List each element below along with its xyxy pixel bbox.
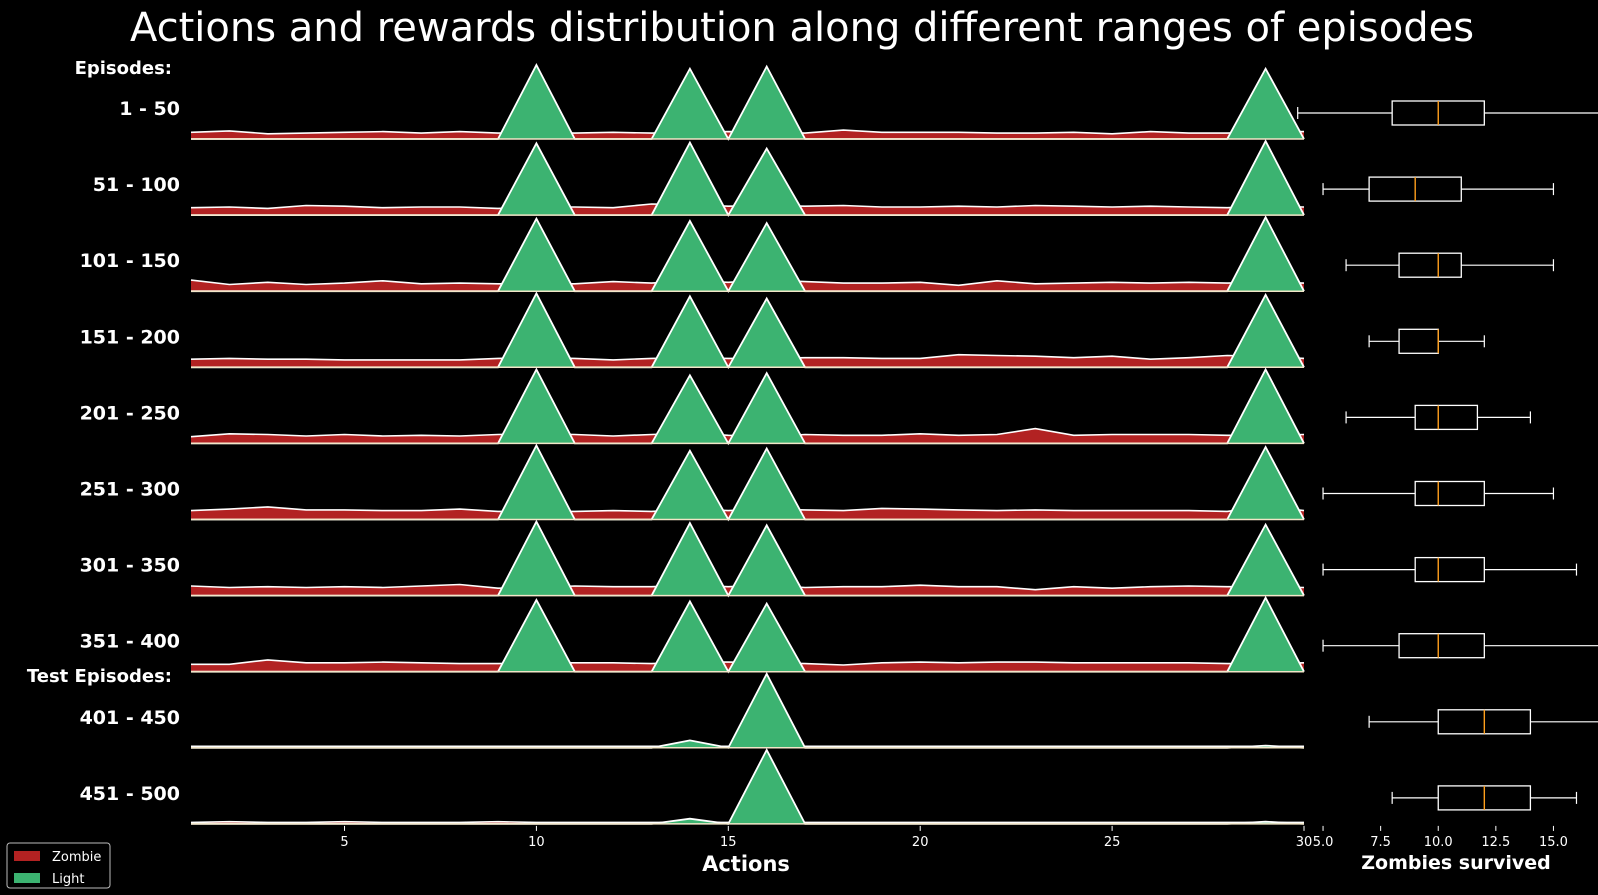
box-x-tick-label: 15.0 [1539,835,1568,850]
row-label: 201 - 250 [80,402,180,424]
boxplot [1322,480,1555,507]
boxplot [1368,709,1598,735]
x-tick-label: 15 [720,835,737,850]
zombies-survived-axis: 5.0 7.5 10.0 12.5 15.0 [1313,825,1568,850]
ridge-row [190,747,1305,825]
legend-swatch [14,873,40,883]
boxplot [1368,328,1485,354]
legend: Zombie Light [6,842,111,889]
boxplot [1297,100,1598,126]
x-tick-label: 25 [1104,835,1121,850]
row-label: 151 - 200 [80,326,180,348]
row-label: 251 - 300 [80,479,180,501]
light-area [191,65,1304,139]
light-area [191,141,1304,216]
legend-swatch [14,851,40,861]
iqr-box [1398,633,1485,659]
ridge-row [191,671,1305,749]
x-axis-label: Actions [702,852,790,876]
light-area [191,597,1304,672]
light-area [191,369,1304,444]
box-x-tick-label: 7.5 [1370,835,1391,850]
ridges [190,63,1305,825]
light-area [191,445,1304,520]
box-x-tick-label: 10.0 [1424,835,1453,850]
ridge-row [190,443,1305,522]
iqr-box [1414,556,1485,583]
ridge-row [190,215,1305,294]
x-tick-label: 5 [340,835,348,850]
x-tick-label: 30 [1296,835,1313,850]
row-label: 451 - 500 [80,783,180,805]
boxplot [1322,556,1578,583]
row-label: 101 - 150 [80,250,180,272]
ridge-row [190,139,1305,217]
row-label: 401 - 450 [80,707,180,729]
light-area [191,293,1304,368]
box-x-tick-label: 12.5 [1481,835,1510,850]
box-x-tick-label: 5.0 [1313,835,1334,850]
boxplot [1322,176,1555,202]
test-episodes-group-label: Test Episodes: [27,666,172,687]
light-area [191,217,1304,292]
group-labels: 1 - 50 51 - 100 101 - 150 151 - 200 201 - 25… [27,58,180,805]
ridge-row [190,519,1305,598]
row-label: 1 - 50 [119,98,180,120]
ridge-row [190,291,1305,370]
boxplot [1322,633,1598,659]
row-label: 51 - 100 [93,174,180,196]
light-area [191,521,1304,596]
x-tick-label: 10 [528,835,545,850]
x-tick-label: 20 [912,835,929,850]
ridge-row [190,63,1305,141]
iqr-box [1414,404,1479,431]
box-axis-label: Zombies survived [1361,852,1551,874]
boxplots [1297,100,1598,811]
boxplot [1345,252,1555,278]
actions-x-axis: 5 10 15 20 25 30 [340,825,1313,850]
boxplot [1391,785,1578,811]
iqr-box [1414,480,1485,507]
chart-title: Actions and rewards distribution along d… [130,5,1474,51]
row-label: 301 - 350 [80,555,180,577]
ridge-row [191,595,1305,674]
boxplot [1345,404,1532,431]
row-label: 351 - 400 [80,631,180,653]
iqr-box [1398,252,1462,278]
episodes-group-label: Episodes: [75,58,172,79]
legend-entry: Zombie [52,850,101,865]
legend-entry: Light [52,872,84,887]
iqr-box [1398,328,1439,354]
ridge-row [190,367,1305,446]
